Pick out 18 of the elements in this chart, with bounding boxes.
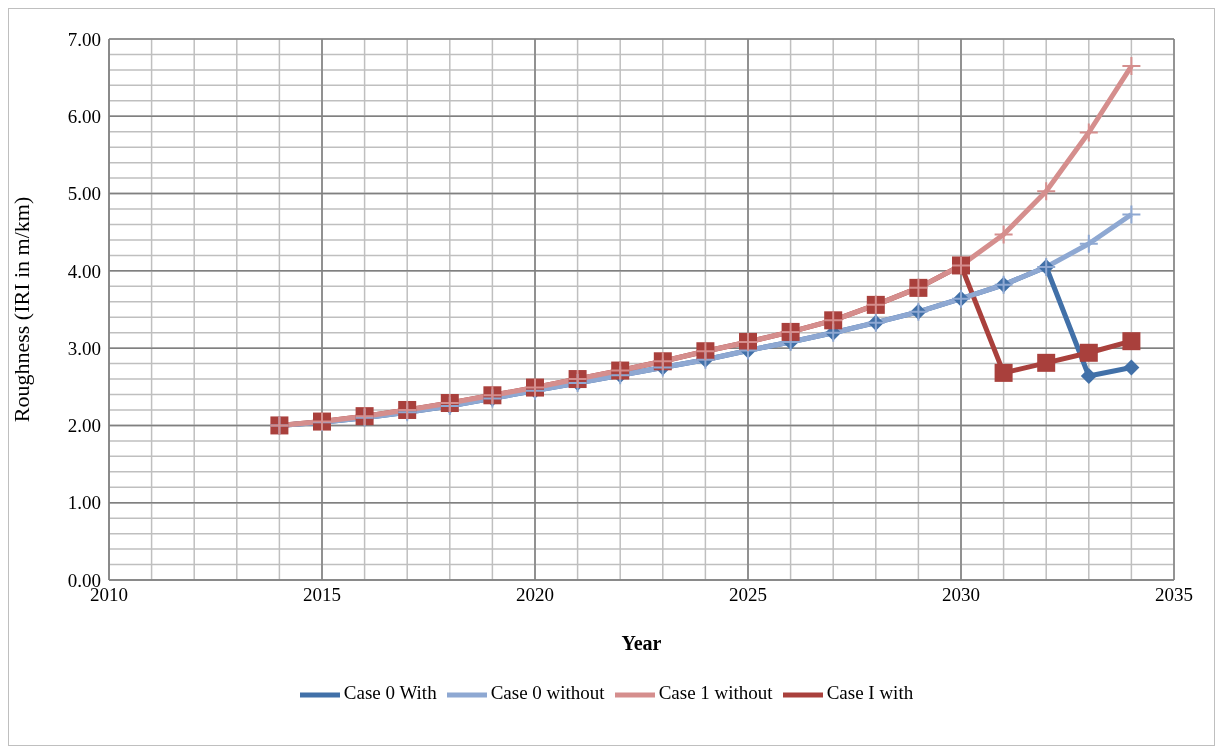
y-tick-label: 7.00 <box>67 28 101 50</box>
legend-label: Case 0 With <box>343 682 437 704</box>
x-tick-label: 2030 <box>942 584 980 606</box>
y-axis-title: Roughness (IRI in m/km) <box>8 196 34 423</box>
y-tick-label: 2.00 <box>67 415 101 437</box>
x-axis-title: Year <box>621 632 662 654</box>
y-tick-label: 4.00 <box>67 260 101 282</box>
y-tick-label: 1.00 <box>67 492 101 514</box>
y-tick-label: 3.00 <box>67 337 101 359</box>
legend-label: Case 0 without <box>490 682 605 704</box>
y-tick-label: 5.00 <box>67 183 101 205</box>
y-tick-label: 6.00 <box>67 106 101 128</box>
legend-label: Case I with <box>826 682 914 704</box>
x-tick-label: 2025 <box>729 584 767 606</box>
legend-label: Case 1 without <box>658 682 773 704</box>
x-tick-label: 2015 <box>303 584 341 606</box>
x-tick-label: 2020 <box>516 584 554 606</box>
x-tick-label: 2035 <box>1155 584 1193 606</box>
